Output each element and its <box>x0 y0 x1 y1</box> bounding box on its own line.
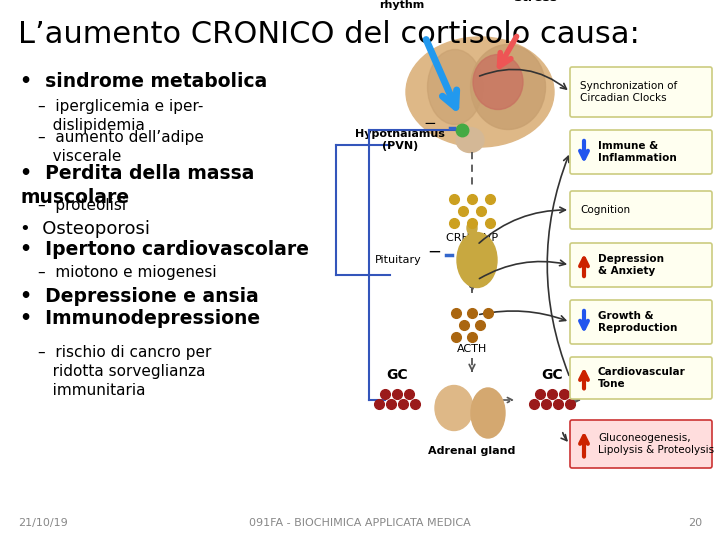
Text: 091FA - BIOCHIMICA APPLICATA MEDICA: 091FA - BIOCHIMICA APPLICATA MEDICA <box>249 518 471 528</box>
Text: –  rischio di cancro per
   ridotta sorveglianza
   immunitaria: – rischio di cancro per ridotta sorvegli… <box>38 345 212 399</box>
Text: –  aumento dell’adipe
   viscerale: – aumento dell’adipe viscerale <box>38 130 204 164</box>
Text: Synchronization of
Circadian Clocks: Synchronization of Circadian Clocks <box>580 81 678 103</box>
Text: Stress: Stress <box>513 0 557 4</box>
Text: •  Depressione e ansia: • Depressione e ansia <box>20 287 258 306</box>
Text: Cognition: Cognition <box>580 205 630 215</box>
Ellipse shape <box>457 233 497 287</box>
Text: •  Perdita della massa
muscolare: • Perdita della massa muscolare <box>20 164 254 207</box>
Text: ACTH: ACTH <box>457 344 487 354</box>
FancyBboxPatch shape <box>570 300 712 344</box>
Text: •  Immunodepressione: • Immunodepressione <box>20 309 260 328</box>
Text: •  sindrome metabolica: • sindrome metabolica <box>20 72 267 91</box>
Text: L’aumento CRONICO del cortisolo causa:: L’aumento CRONICO del cortisolo causa: <box>18 20 640 49</box>
Text: Depression
& Anxiety: Depression & Anxiety <box>598 254 664 276</box>
Text: Immune &
Inflammation: Immune & Inflammation <box>598 141 677 163</box>
Ellipse shape <box>406 37 554 147</box>
Ellipse shape <box>428 50 482 125</box>
Text: Circadian
rhythm: Circadian rhythm <box>373 0 431 10</box>
Text: 21/10/19: 21/10/19 <box>18 518 68 528</box>
FancyBboxPatch shape <box>570 420 712 468</box>
Text: Cardiovascular
Tone: Cardiovascular Tone <box>598 367 685 389</box>
FancyBboxPatch shape <box>570 243 712 287</box>
Text: Gluconeogenesis,
Lipolysis & Proteolysis: Gluconeogenesis, Lipolysis & Proteolysis <box>598 433 714 455</box>
Ellipse shape <box>435 386 473 430</box>
Text: 20: 20 <box>688 518 702 528</box>
Text: −: − <box>427 243 441 261</box>
Ellipse shape <box>456 127 484 152</box>
FancyBboxPatch shape <box>570 67 712 117</box>
Text: Growth &
Reproduction: Growth & Reproduction <box>598 311 678 333</box>
Text: −: − <box>423 117 436 132</box>
Ellipse shape <box>471 388 505 438</box>
Ellipse shape <box>473 55 523 110</box>
Text: Pituitary: Pituitary <box>374 255 421 265</box>
FancyBboxPatch shape <box>570 357 712 399</box>
Text: GC: GC <box>386 368 408 382</box>
Text: Adrenal gland: Adrenal gland <box>428 446 516 456</box>
Text: •  Osteoporosi: • Osteoporosi <box>20 220 150 238</box>
Ellipse shape <box>470 44 546 130</box>
Text: Hypothalamus
(PVN): Hypothalamus (PVN) <box>355 129 445 151</box>
Text: GC: GC <box>541 368 563 382</box>
Text: •  Ipertono cardiovascolare: • Ipertono cardiovascolare <box>20 240 309 259</box>
Text: –  miotono e miogenesi: – miotono e miogenesi <box>38 265 217 280</box>
Text: –  proteolisi: – proteolisi <box>38 198 126 213</box>
Text: –  iperglicemia e iper-
   dislipidemia: – iperglicemia e iper- dislipidemia <box>38 99 203 133</box>
Text: CRH, AVP: CRH, AVP <box>446 233 498 243</box>
FancyBboxPatch shape <box>570 191 712 229</box>
Ellipse shape <box>467 221 477 235</box>
FancyBboxPatch shape <box>570 130 712 174</box>
